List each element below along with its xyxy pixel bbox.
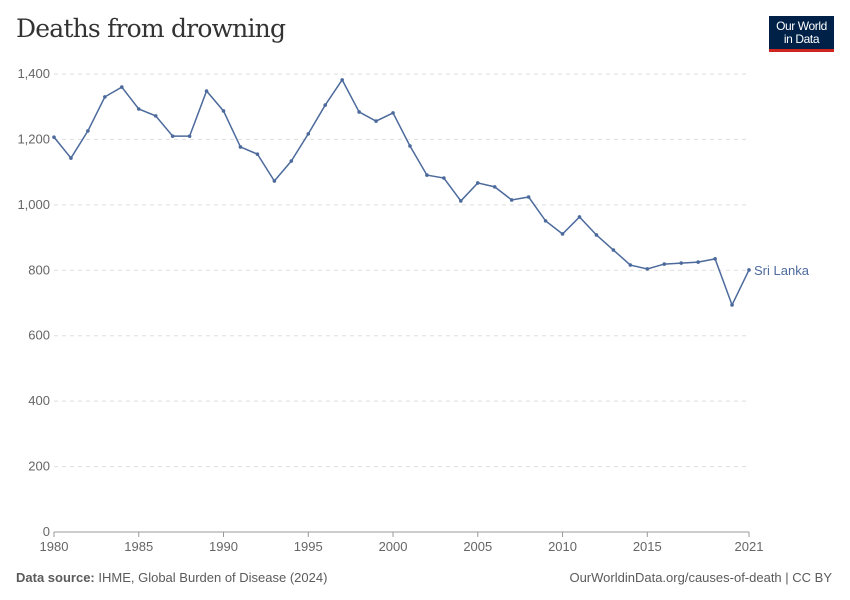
x-tick-label: 1995 (294, 539, 323, 554)
source-text: IHME, Global Burden of Disease (2024) (98, 570, 328, 585)
data-point (475, 181, 480, 185)
series-line (53, 78, 750, 307)
data-point (611, 248, 616, 252)
x-tick-label: 1985 (124, 539, 153, 554)
y-tick-label: 800 (28, 262, 50, 277)
data-point (255, 152, 260, 156)
y-tick-label: 200 (28, 459, 50, 474)
data-point (69, 156, 73, 160)
data-point (679, 261, 683, 265)
data-point (136, 107, 141, 111)
data-point (577, 215, 582, 219)
series: Sri Lanka (52, 78, 810, 307)
data-point (526, 195, 531, 199)
x-tick-label: 2010 (548, 539, 577, 554)
data-point (492, 185, 497, 189)
data-point (628, 263, 633, 267)
y-tick-label: 400 (28, 393, 50, 408)
data-point (459, 199, 463, 203)
data-point (238, 145, 243, 149)
data-point (543, 219, 548, 223)
y-tick-label: 0 (43, 524, 50, 539)
data-point (509, 198, 514, 202)
data-point (662, 262, 667, 266)
data-point (391, 111, 395, 115)
y-tick-label: 1,200 (17, 131, 50, 146)
data-point (357, 110, 361, 114)
y-tick-label: 1,000 (17, 197, 50, 212)
data-point (120, 85, 124, 89)
data-point (645, 267, 650, 271)
line-chart: 0 200 400 600 800 1,000 1,200 1,400 1980 1985 199… (17, 66, 810, 554)
data-point (272, 179, 277, 183)
data-point (153, 114, 158, 118)
data-point (730, 303, 734, 307)
y-axis: 0 200 400 600 800 1,000 1,200 1,400 (17, 66, 50, 539)
x-tick-label: 2000 (379, 539, 408, 554)
data-point (289, 159, 294, 163)
data-point (442, 176, 446, 180)
data-point (52, 135, 56, 139)
data-source: Data source: IHME, Global Burden of Dise… (16, 570, 327, 585)
x-axis: 1980 1985 1990 1995 2000 2005 2010 2015 2021 (40, 531, 764, 554)
data-point (86, 129, 90, 133)
data-point (408, 144, 412, 148)
data-point (323, 103, 328, 107)
y-tick-label: 600 (28, 328, 50, 343)
data-point (187, 134, 192, 138)
source-link[interactable]: OurWorldinData.org/causes-of-death | CC … (569, 570, 832, 585)
chart-title: Deaths from drowning (16, 14, 286, 43)
data-point (204, 89, 209, 93)
data-point (713, 257, 717, 261)
x-tick-label: 1990 (209, 539, 238, 554)
x-tick-label: 1980 (40, 539, 69, 554)
owid-logo[interactable]: Our World in Data (769, 16, 834, 52)
data-point (696, 260, 700, 264)
logo-line2: in Data (783, 32, 820, 46)
logo-line1: Our World (776, 19, 827, 33)
x-tick-label: 2015 (633, 539, 662, 554)
data-point (374, 119, 378, 123)
x-tick-label: 2021 (735, 539, 764, 554)
data-point (103, 95, 107, 99)
series-label: Sri Lanka (754, 263, 810, 278)
data-point (594, 233, 599, 237)
data-point (306, 132, 311, 136)
data-point (340, 78, 344, 82)
data-point (221, 109, 226, 113)
x-tick-label: 2005 (463, 539, 492, 554)
data-point (170, 134, 175, 138)
y-tick-label: 1,400 (17, 66, 50, 81)
grid (54, 73, 749, 468)
data-point (425, 173, 429, 177)
source-label: Data source: (16, 570, 95, 585)
data-point (560, 232, 565, 236)
data-point (747, 268, 751, 272)
